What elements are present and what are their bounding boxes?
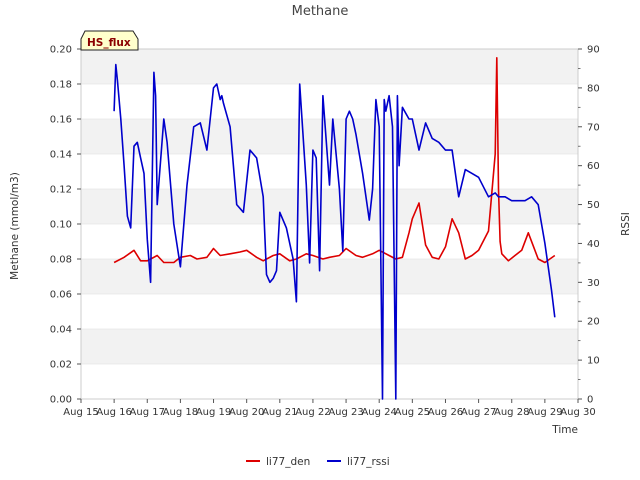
x-tick-label: Aug 26 [428,407,463,418]
y-tick-label: 0.04 [50,325,72,336]
x-tick-label: Aug 20 [229,407,264,418]
y2-tick-label: 10 [587,356,600,367]
x-tick-label: Aug 28 [494,407,529,418]
y-tick-label: 0.06 [50,290,72,301]
x-tick-label: Aug 18 [163,407,198,418]
legend: li77_den li77_rssi [246,456,390,468]
y2-tick-label: 60 [587,161,600,172]
y2-tick-label: 30 [587,278,600,289]
y2-tick-label: 80 [587,83,600,94]
y-axis-label: Methane (mmol/m3) [9,172,21,280]
y2-axis-label: RSSI [620,212,632,236]
y-tick-label: 0.14 [50,150,72,161]
x-tick-label: Aug 24 [361,407,396,418]
y-tick-label: 0.10 [50,220,72,231]
chart-title: Methane [292,4,349,19]
y-tick-label: 0.20 [50,45,72,56]
hs-flux-badge: HS_flux [80,30,139,51]
grid-band [81,49,578,84]
y-tick-label: 0.12 [50,185,72,196]
grid-band [81,329,578,364]
legend-label-li77-rssi: li77_rssi [347,456,390,468]
y-tick-label: 0.18 [50,80,72,91]
x-tick-label: Aug 29 [527,407,562,418]
series-line-li77-rssi [113,63,556,400]
x-tick-label: Aug 22 [295,407,330,418]
y2-tick-label: 70 [587,122,600,133]
x-tick-label: Aug 23 [328,407,363,418]
x-tick-label: Aug 27 [461,407,496,418]
legend-label-li77-den: li77_den [266,456,310,468]
y-tick-label: 0.08 [50,255,72,266]
x-tick-label: Aug 19 [196,407,231,418]
y-tick-label: 0.16 [50,115,72,126]
x-tick-label: Aug 16 [96,407,131,418]
grid-band [81,189,578,224]
y2-tick-label: 40 [587,239,600,250]
x-tick-label: Aug 15 [63,407,98,418]
y-tick-label: 0.02 [50,360,72,371]
y2-tick-label: 90 [587,45,600,56]
grid-band [81,259,578,294]
y2-tick-label: 20 [587,317,600,328]
x-tick-label: Aug 17 [130,407,165,418]
x-tick-label: Aug 30 [560,407,595,418]
series-line-li77-den [113,57,556,264]
y2-tick-label: 50 [587,200,600,211]
x-tick-label: Aug 25 [395,407,430,418]
badge-label: HS_flux [87,37,131,49]
y-tick-label: 0.00 [50,395,72,406]
y2-tick-label: 0 [587,395,593,406]
x-tick-label: Aug 21 [262,407,297,418]
x-axis-label: Time [551,424,578,436]
